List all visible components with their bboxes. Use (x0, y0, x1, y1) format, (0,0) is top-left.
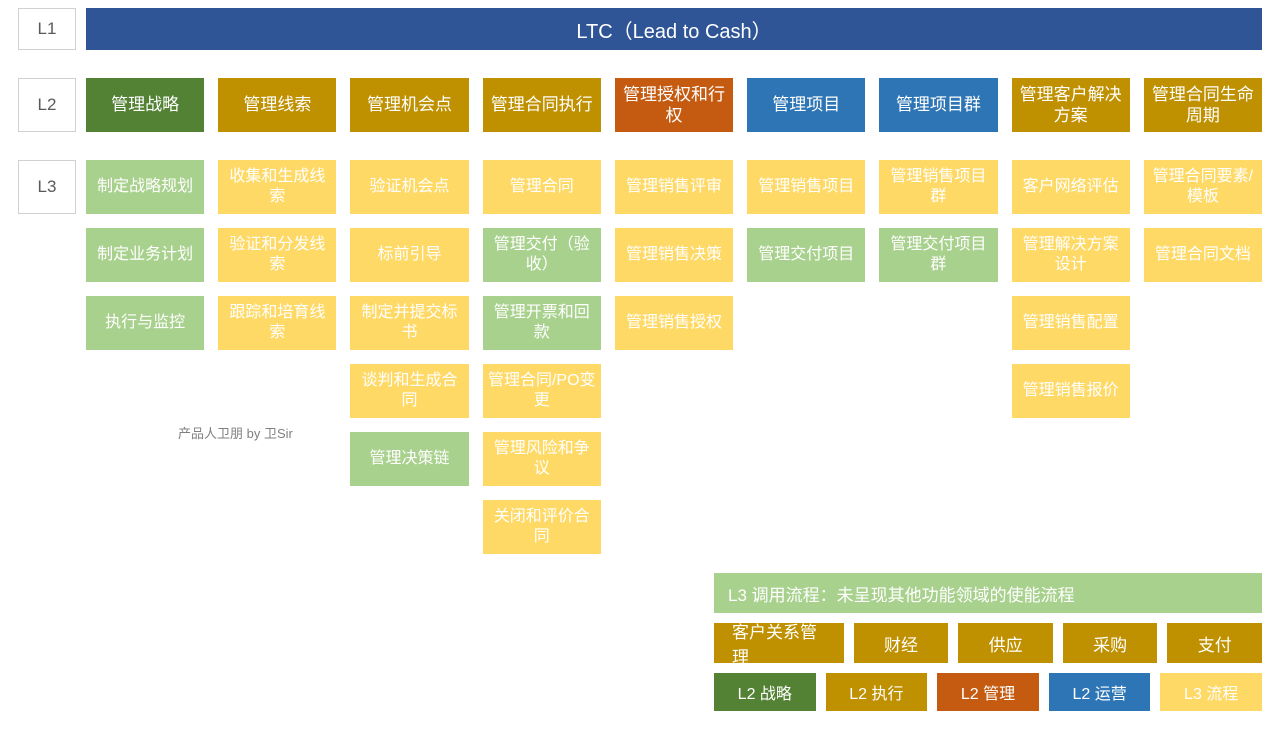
enabler-box-1: 财经 (854, 623, 949, 663)
l3-box-5-0: 管理销售项目 (747, 160, 865, 214)
l2-box-0: 管理战略 (86, 78, 204, 132)
l2-box-5: 管理项目 (747, 78, 865, 132)
l1-row: L1 LTC（Lead to Cash） (18, 8, 1262, 50)
l3-column-4: 管理销售评审管理销售决策管理销售授权 (615, 160, 733, 350)
l3-box-3-1: 管理交付（验收） (483, 228, 601, 282)
l3-box-2-0: 验证机会点 (350, 160, 468, 214)
enabler-box-4: 支付 (1167, 623, 1262, 663)
l3-column-6: 管理销售项目群管理交付项目群 (879, 160, 997, 282)
l3-box-4-2: 管理销售授权 (615, 296, 733, 350)
l3-box-6-1: 管理交付项目群 (879, 228, 997, 282)
l3-box-0-0: 制定战略规划 (86, 160, 204, 214)
l3-box-3-5: 关闭和评价合同 (483, 500, 601, 554)
l3-box-7-3: 管理销售报价 (1012, 364, 1130, 418)
l2-box-7: 管理客户解决方案 (1012, 78, 1130, 132)
enabler-box-2: 供应 (958, 623, 1053, 663)
l3-box-1-2: 跟踪和培育线索 (218, 296, 336, 350)
legend-box-0: L2 战略 (714, 673, 816, 711)
l1-title-bar: LTC（Lead to Cash） (86, 8, 1262, 50)
l2-box-3: 管理合同执行 (483, 78, 601, 132)
footer-area: L3 调用流程：未呈现其他功能领域的使能流程 客户关系管理财经供应采购支付 L2… (714, 573, 1262, 711)
enabler-box-0: 客户关系管理 (714, 623, 844, 663)
l2-box-8: 管理合同生命周期 (1144, 78, 1262, 132)
l3-box-2-1: 标前引导 (350, 228, 468, 282)
l3-box-3-3: 管理合同/PO变更 (483, 364, 601, 418)
l3-box-2-4: 管理决策链 (350, 432, 468, 486)
l3-box-7-1: 管理解决方案设计 (1012, 228, 1130, 282)
l3-box-2-3: 谈判和生成合同 (350, 364, 468, 418)
l3-box-7-0: 客户网络评估 (1012, 160, 1130, 214)
l3-box-8-1: 管理合同文档 (1144, 228, 1262, 282)
watermark-text: 产品人卫朋 by 卫Sir (178, 423, 293, 442)
l3-box-2-2: 制定并提交标书 (350, 296, 468, 350)
l3-column-3: 管理合同管理交付（验收） 管理开票和回款管理合同/PO变更管理风险和争议关闭和评价… (483, 160, 601, 554)
l2-box-6: 管理项目群 (879, 78, 997, 132)
legend-box-4: L3 流程 (1160, 673, 1262, 711)
legend-row: L2 战略 L2 执行L2 管理 L2 运营L3 流程 (714, 673, 1262, 711)
l3-box-4-0: 管理销售评审 (615, 160, 733, 214)
footer-enablers: 客户关系管理财经供应采购支付 (714, 623, 1262, 663)
l3-column-5: 管理销售项目管理交付项目 (747, 160, 865, 282)
l3-box-3-2: 管理开票和回款 (483, 296, 601, 350)
l2-box-4: 管理授权和行权 (615, 78, 733, 132)
legend-box-1: L2 执行 (826, 673, 928, 711)
l3-box-4-1: 管理销售决策 (615, 228, 733, 282)
l3-column-7: 客户网络评估管理解决方案设计管理销售配置管理销售报价 (1012, 160, 1130, 418)
l2-row: L2 管理战略管理线索管理机会点管理合同执行管理授权和行权管理项目管理项目群管理… (18, 78, 1262, 132)
l3-box-1-0: 收集和生成线索 (218, 160, 336, 214)
l3-box-6-0: 管理销售项目群 (879, 160, 997, 214)
l3-row: L3 制定战略规划制定业务计划执行与监控收集和生成线索验证和分发线索跟踪和培育线… (18, 160, 1262, 554)
l3-columns: 制定战略规划制定业务计划执行与监控收集和生成线索验证和分发线索跟踪和培育线索验证… (86, 160, 1262, 554)
legend-box-2: L2 管理 (937, 673, 1039, 711)
level-label-l2: L2 (18, 78, 76, 132)
enabler-box-3: 采购 (1063, 623, 1158, 663)
l3-box-1-1: 验证和分发线索 (218, 228, 336, 282)
l3-column-1: 收集和生成线索验证和分发线索跟踪和培育线索 (218, 160, 336, 350)
l3-column-2: 验证机会点标前引导制定并提交标书谈判和生成合同管理决策链 (350, 160, 468, 486)
l3-box-3-4: 管理风险和争议 (483, 432, 601, 486)
l3-box-0-2: 执行与监控 (86, 296, 204, 350)
l2-container: 管理战略管理线索管理机会点管理合同执行管理授权和行权管理项目管理项目群管理客户解… (86, 78, 1262, 132)
l3-column-8: 管理合同要素/模板管理合同文档 (1144, 160, 1262, 282)
l3-box-8-0: 管理合同要素/模板 (1144, 160, 1262, 214)
l2-box-2: 管理机会点 (350, 78, 468, 132)
l3-column-0: 制定战略规划制定业务计划执行与监控 (86, 160, 204, 350)
level-label-l3: L3 (18, 160, 76, 214)
footer-note: L3 调用流程：未呈现其他功能领域的使能流程 (714, 573, 1262, 613)
l3-box-0-1: 制定业务计划 (86, 228, 204, 282)
level-label-l1: L1 (18, 8, 76, 50)
l3-box-7-2: 管理销售配置 (1012, 296, 1130, 350)
legend-box-3: L2 运营 (1049, 673, 1151, 711)
l3-box-3-0: 管理合同 (483, 160, 601, 214)
l3-box-5-1: 管理交付项目 (747, 228, 865, 282)
l2-box-1: 管理线索 (218, 78, 336, 132)
